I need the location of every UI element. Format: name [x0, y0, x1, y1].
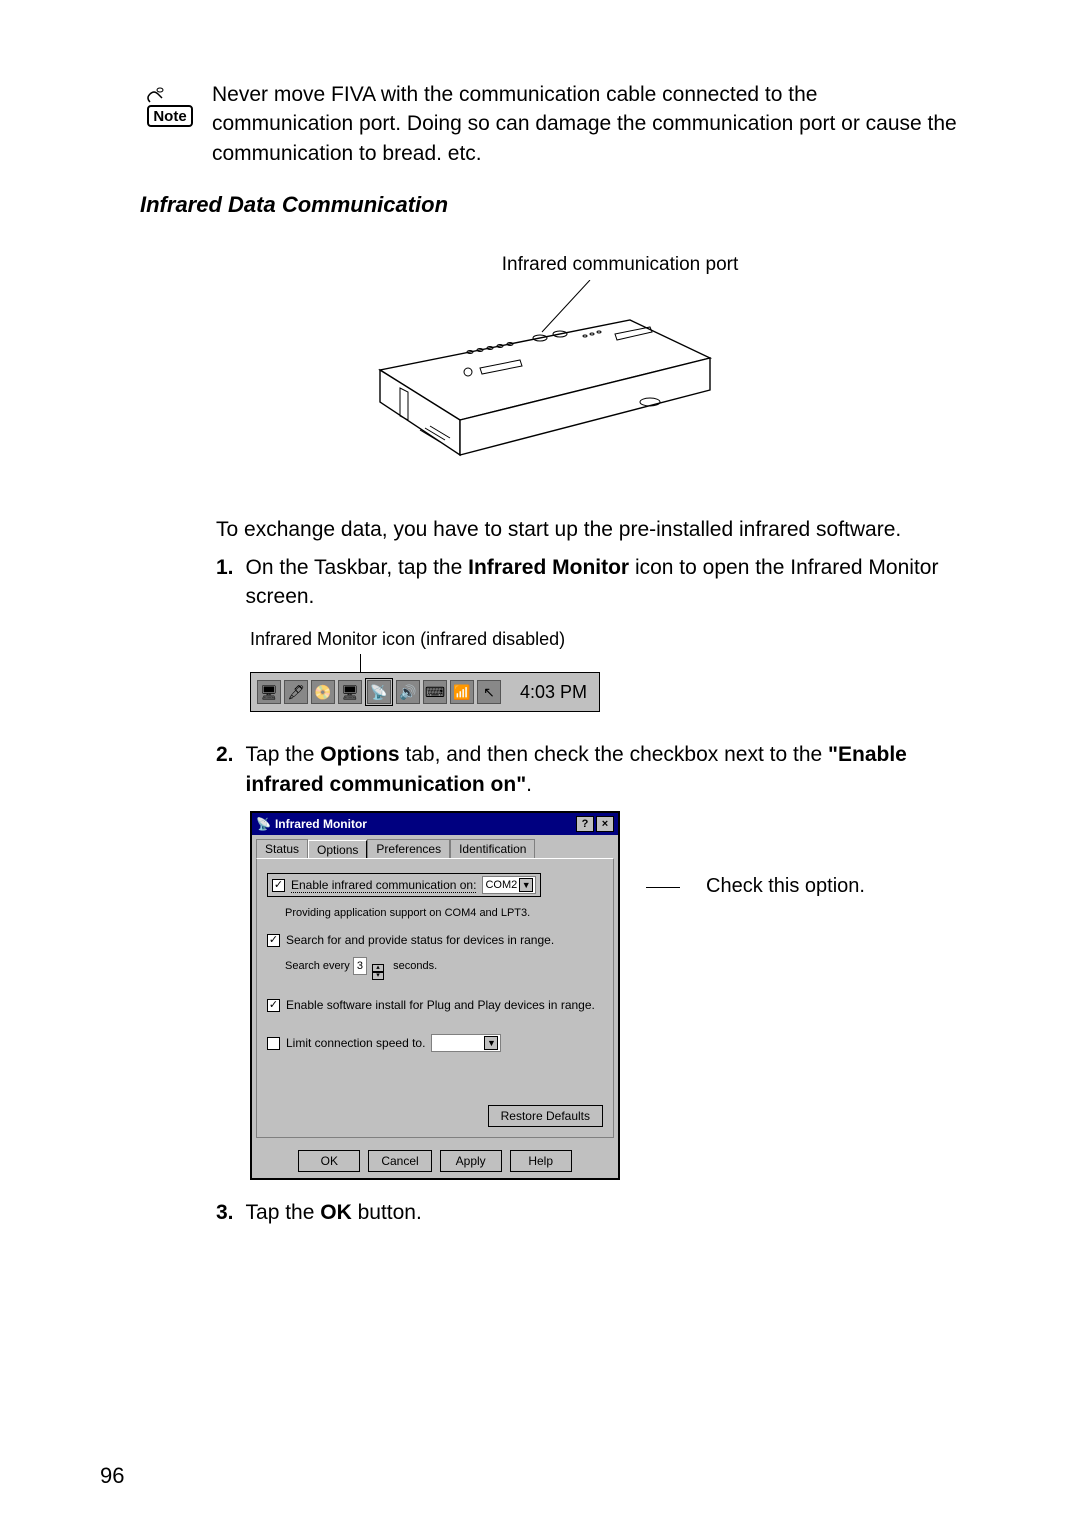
- bold-text: Infrared Monitor: [468, 556, 629, 579]
- section-heading: Infrared Data Communication: [140, 192, 960, 218]
- limit-speed-checkbox[interactable]: [267, 1037, 280, 1050]
- step-body: Tap the Options tab, and then check the …: [246, 740, 960, 799]
- callout-text: Check this option.: [706, 875, 865, 898]
- page-number: 96: [100, 1463, 124, 1489]
- restore-defaults-button[interactable]: Restore Defaults: [488, 1105, 603, 1127]
- device-caption: Infrared communication port: [280, 254, 960, 276]
- text: seconds.: [393, 960, 437, 972]
- enable-infrared-label: Enable infrared communication on:: [291, 878, 476, 893]
- search-devices-label: Search for and provide status for device…: [286, 933, 554, 947]
- note-text: Never move FIVA with the communication c…: [212, 80, 960, 168]
- apply-button[interactable]: Apply: [440, 1150, 502, 1172]
- device-figure: Infrared communication port: [140, 254, 960, 475]
- tab-strip: Status Options Preferences Identificatio…: [252, 835, 618, 858]
- close-button[interactable]: ×: [596, 816, 614, 832]
- tray-icon[interactable]: 🖥: [338, 680, 362, 704]
- text: Search every: [285, 960, 350, 972]
- bold-text: Options: [320, 743, 399, 766]
- step-number: 1.: [216, 553, 234, 612]
- infrared-monitor-tray-icon[interactable]: 📡: [365, 678, 393, 706]
- pnp-install-row: Enable software install for Plug and Pla…: [267, 998, 603, 1012]
- infrared-icon: 📡: [256, 817, 271, 831]
- text: Tap the: [246, 743, 321, 766]
- note-label: Note: [153, 108, 186, 125]
- callout-tick: [360, 654, 361, 672]
- com-port-select[interactable]: COM2 ▼: [482, 876, 536, 894]
- step-2: 2. Tap the Options tab, and then check t…: [216, 740, 960, 799]
- text: Tap the: [246, 1201, 321, 1224]
- limit-speed-label: Limit connection speed to.: [286, 1036, 425, 1050]
- cancel-button[interactable]: Cancel: [368, 1150, 431, 1172]
- search-devices-row: Search for and provide status for device…: [267, 933, 603, 947]
- enable-infrared-checkbox[interactable]: [272, 879, 285, 892]
- note-block: Note Never move FIVA with the communicat…: [140, 80, 960, 168]
- step-body: On the Taskbar, tap the Infrared Monitor…: [246, 553, 960, 612]
- tray-icon[interactable]: 📶: [450, 680, 474, 704]
- step-body: Tap the OK button.: [246, 1198, 422, 1227]
- chevron-down-icon: ▼: [484, 1036, 498, 1050]
- tab-status[interactable]: Status: [256, 839, 308, 858]
- tab-identification[interactable]: Identification: [450, 839, 535, 858]
- ok-button[interactable]: OK: [298, 1150, 360, 1172]
- pnp-install-label: Enable software install for Plug and Pla…: [286, 998, 595, 1012]
- tray-icon[interactable]: ↖: [477, 680, 501, 704]
- help-button[interactable]: ?: [576, 816, 594, 832]
- tray-icon[interactable]: 📀: [311, 680, 335, 704]
- step-1: 1. On the Taskbar, tap the Infrared Moni…: [216, 553, 960, 612]
- taskbar-clock: 4:03 PM: [514, 682, 593, 703]
- help-button[interactable]: Help: [510, 1150, 572, 1172]
- tab-panel-options: Enable infrared communication on: COM2 ▼…: [256, 858, 614, 1138]
- limit-speed-row: Limit connection speed to. ▼: [267, 1034, 603, 1052]
- text: .: [526, 773, 532, 796]
- intro-paragraph: To exchange data, you have to start up t…: [216, 515, 960, 544]
- search-interval-input[interactable]: 3: [353, 957, 367, 975]
- select-value: COM2: [485, 879, 517, 891]
- step-3: 3. Tap the OK button.: [216, 1198, 960, 1227]
- tab-options[interactable]: Options: [308, 840, 367, 859]
- tray-icon[interactable]: 🖥: [257, 680, 281, 704]
- taskbar-caption: Infrared Monitor icon (infrared disabled…: [250, 629, 960, 650]
- taskbar: 🖥 🖋 📀 🖥 📡 🔊 ⌨ 📶 ↖ 4:03 PM: [250, 672, 600, 712]
- step-number: 2.: [216, 740, 234, 799]
- bold-text: OK: [320, 1201, 352, 1224]
- tray-icon[interactable]: 🖋: [284, 680, 308, 704]
- callout-line: [646, 887, 680, 888]
- spin-value: 3: [357, 960, 363, 972]
- text: button.: [352, 1201, 422, 1224]
- tab-preferences[interactable]: Preferences: [367, 839, 450, 858]
- tray-icon[interactable]: ⌨: [423, 680, 447, 704]
- dialog-button-row: OK Cancel Apply Help: [252, 1144, 618, 1178]
- text: On the Taskbar, tap the: [246, 556, 469, 579]
- infrared-monitor-dialog: 📡 Infrared Monitor ? × Status Options Pr…: [250, 811, 620, 1180]
- chevron-down-icon: ▼: [519, 878, 533, 892]
- speed-select[interactable]: ▼: [431, 1034, 501, 1052]
- dialog-titlebar: 📡 Infrared Monitor ? ×: [252, 813, 618, 835]
- spin-buttons[interactable]: ▴▾: [372, 964, 384, 980]
- note-icon: Note: [140, 80, 196, 135]
- device-illustration: [350, 280, 750, 470]
- enable-infrared-row: Enable infrared communication on: COM2 ▼: [267, 873, 541, 897]
- text: tab, and then check the checkbox next to…: [400, 743, 828, 766]
- dialog-title: Infrared Monitor: [275, 817, 367, 831]
- tray-icon[interactable]: 🔊: [396, 680, 420, 704]
- search-devices-checkbox[interactable]: [267, 934, 280, 947]
- enable-infrared-subtext: Providing application support on COM4 an…: [285, 907, 603, 919]
- pnp-install-checkbox[interactable]: [267, 999, 280, 1012]
- step-number: 3.: [216, 1198, 234, 1227]
- search-every-row: Search every 3 ▴▾ seconds.: [285, 957, 603, 980]
